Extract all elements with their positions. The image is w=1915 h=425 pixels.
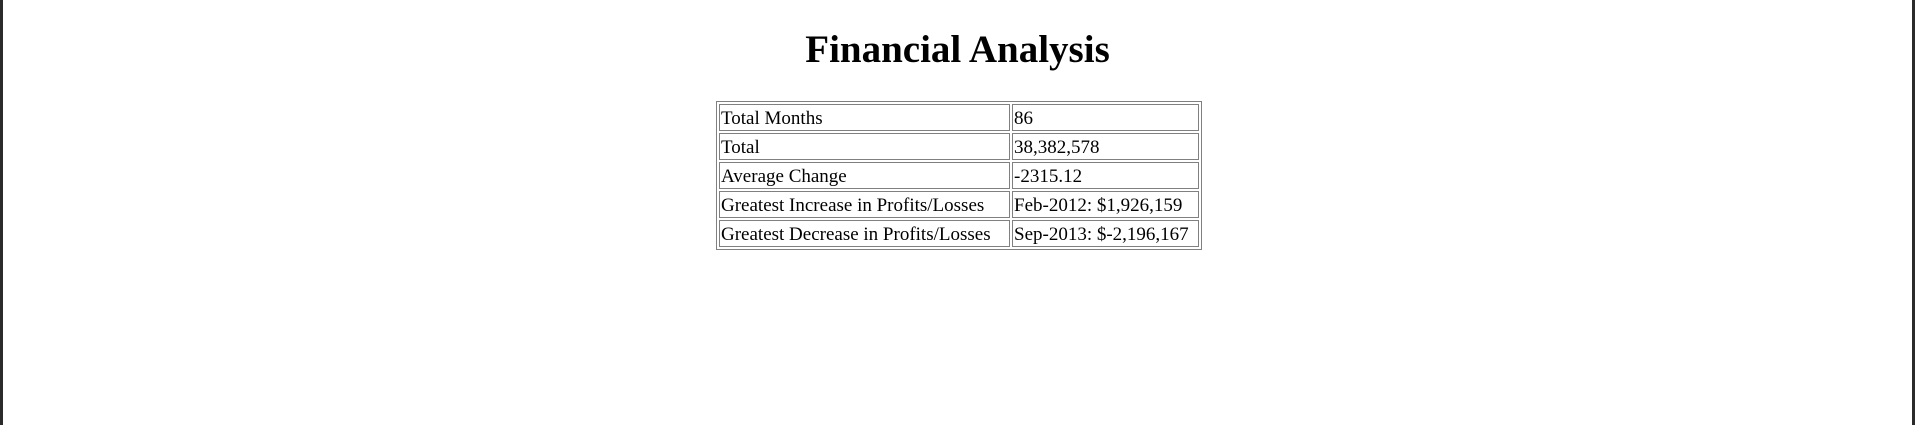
row-value-total: 38,382,578	[1012, 133, 1199, 160]
table-row: Average Change -2315.12	[719, 162, 1199, 189]
row-label-average-change: Average Change	[719, 162, 1010, 189]
table-row: Total 38,382,578	[719, 133, 1199, 160]
row-value-greatest-increase: Feb-2012: $1,926,159	[1012, 191, 1199, 218]
table-row: Total Months 86	[719, 104, 1199, 131]
window-left-edge	[0, 0, 3, 425]
row-label-greatest-increase: Greatest Increase in Profits/Losses	[719, 191, 1010, 218]
row-value-total-months: 86	[1012, 104, 1199, 131]
page-title: Financial Analysis	[805, 28, 1110, 71]
row-value-greatest-decrease: Sep-2013: $-2,196,167	[1012, 220, 1199, 247]
financial-summary-table: Total Months 86 Total 38,382,578 Average…	[716, 101, 1202, 250]
table-row: Greatest Increase in Profits/Losses Feb-…	[719, 191, 1199, 218]
row-label-total-months: Total Months	[719, 104, 1010, 131]
row-label-greatest-decrease: Greatest Decrease in Profits/Losses	[719, 220, 1010, 247]
row-value-average-change: -2315.12	[1012, 162, 1199, 189]
row-label-total: Total	[719, 133, 1010, 160]
window-right-edge	[1912, 0, 1915, 425]
table-row: Greatest Decrease in Profits/Losses Sep-…	[719, 220, 1199, 247]
